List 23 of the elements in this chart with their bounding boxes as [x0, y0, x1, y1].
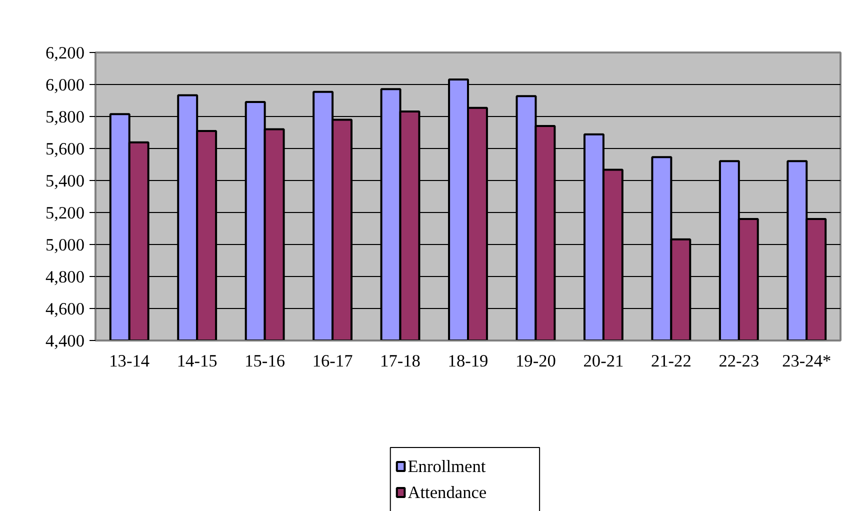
x-tick-label: 20-21 — [583, 352, 624, 370]
x-tick-label: 18-19 — [448, 352, 488, 370]
y-tick-label: 5,400 — [46, 172, 85, 190]
y-tick-label: 5,000 — [46, 236, 85, 254]
x-tick-label: 17-18 — [380, 352, 420, 370]
x-tick-label: 16-17 — [312, 352, 354, 370]
x-tick-label: 21-22 — [650, 352, 692, 370]
x-tick-label: 15-16 — [244, 352, 286, 370]
y-tick-label: 6,000 — [46, 76, 85, 94]
y-tick-label: 4,600 — [46, 300, 85, 318]
y-tick-label: 6,200 — [46, 44, 85, 62]
x-tick-label: 23-24* — [782, 352, 832, 370]
legend-label: Attendance — [408, 483, 487, 502]
x-tick-label: 13-14 — [109, 352, 150, 370]
x-tick-label: 14-15 — [176, 352, 218, 370]
x-tick-label: 19-20 — [516, 352, 556, 370]
y-tick-label: 4,400 — [46, 332, 85, 350]
y-tick-label: 4,800 — [46, 268, 85, 286]
x-tick-label: 22-23 — [718, 352, 760, 370]
y-tick-label: 5,200 — [46, 204, 85, 222]
legend-label: Enrollment — [408, 457, 486, 476]
y-tick-label: 5,600 — [46, 140, 85, 158]
y-tick-label: 5,800 — [46, 108, 85, 126]
